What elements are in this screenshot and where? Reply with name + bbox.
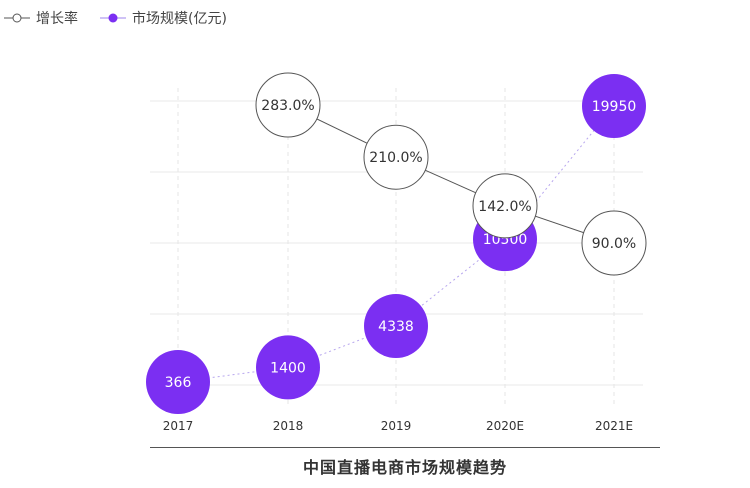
growth-rate-point [255, 72, 321, 138]
legend-growth-rate-swatch-icon [4, 13, 30, 23]
legend-label-market-size: 市场规模(亿元) [132, 11, 227, 27]
growth-rate-data-label: 142.0% [478, 199, 531, 215]
market-size-point [256, 335, 320, 400]
market-size-data-label: 4338 [378, 319, 414, 335]
series-line-growth-rate [287, 104, 615, 244]
market-size-data-label: 1400 [270, 360, 306, 376]
title-divider [150, 447, 660, 448]
x-tick-label: 2020E [486, 419, 524, 433]
market-size-point [146, 350, 210, 414]
legend-item-growth-rate[interactable]: 增长率 [4, 8, 78, 28]
chart-title: 中国直播电商市场规模趋势 [302, 458, 507, 477]
x-tick-label: 2021E [595, 419, 633, 433]
growth-rate-point [363, 124, 429, 190]
x-tick-label: 2018 [273, 419, 304, 433]
growth-rate-data-label: 283.0% [261, 98, 314, 114]
market-size-data-label: 19950 [592, 99, 637, 115]
legend-item-market-size[interactable]: 市场规模(亿元) [100, 8, 227, 28]
legend-market-size-swatch-icon [100, 13, 126, 23]
market-size-point [364, 294, 428, 359]
growth-rate-data-label: 210.0% [369, 150, 422, 166]
x-tick-label: 2019 [381, 419, 412, 433]
growth-rate-point [581, 210, 647, 276]
growth-rate-data-label: 90.0% [592, 236, 636, 252]
growth-rate-point [472, 173, 538, 239]
legend-label-growth-rate: 增长率 [36, 11, 78, 27]
x-tick-label: 2017 [163, 419, 194, 433]
market-size-point [582, 74, 646, 138]
market-size-data-label: 366 [165, 375, 192, 391]
